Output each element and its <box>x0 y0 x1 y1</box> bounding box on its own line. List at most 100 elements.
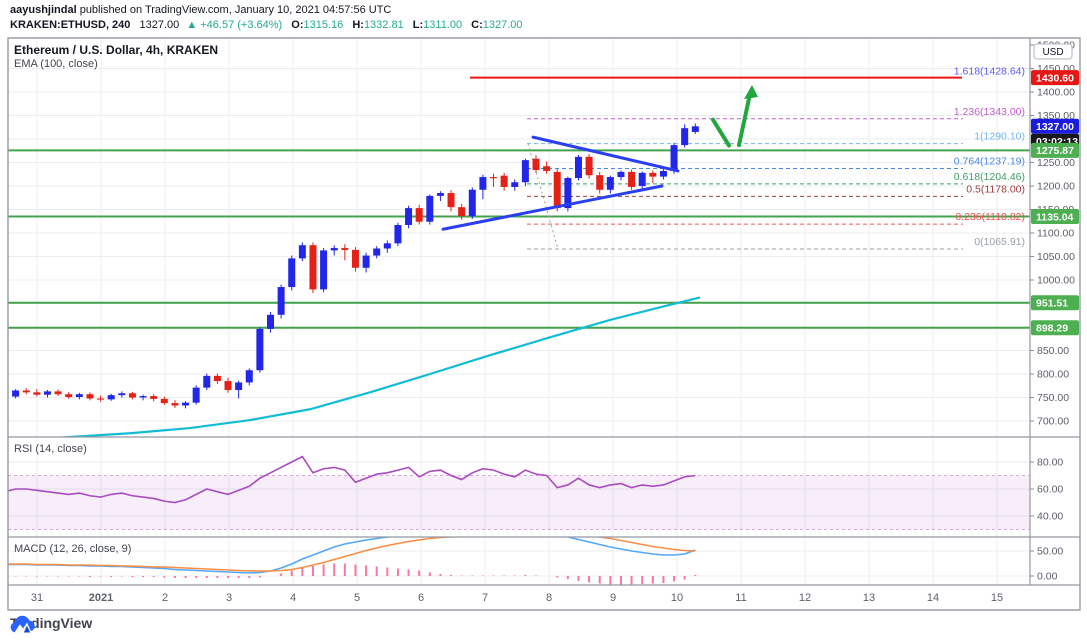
time-tick-label: 2021 <box>89 592 113 604</box>
candle-up <box>373 246 381 259</box>
time-tick-label: 5 <box>354 592 360 604</box>
rsi-band <box>8 475 1030 530</box>
candle-up <box>617 170 625 181</box>
price-tick-label: 1000.00 <box>1037 275 1075 287</box>
candle-up <box>479 174 487 200</box>
close-label: C: <box>471 19 483 31</box>
price-tick-label: 80.00 <box>1037 457 1063 469</box>
candle-up <box>277 284 285 319</box>
publish-info: published on TradingView.com, January 10… <box>76 4 392 16</box>
candle-up <box>681 124 689 148</box>
low-value: 1311.00 <box>423 19 463 31</box>
time-tick-label: 14 <box>927 592 939 604</box>
close-value: 1327.00 <box>482 19 523 31</box>
candle-down <box>65 391 73 399</box>
price-tick-label: 1100.00 <box>1037 228 1074 240</box>
candle-down <box>150 394 158 402</box>
candle-up <box>139 394 147 401</box>
candle-up <box>691 123 699 134</box>
fib-level-label: 1(1290.10) <box>974 131 1025 143</box>
fib-retracement[interactable] <box>527 118 963 250</box>
time-axis[interactable]: 31 2021 2 3 4 5 6 7 8 9 10 11 12 13 14 15 <box>31 592 1003 604</box>
macd-signal-line <box>8 537 696 572</box>
svg-text:898.29: 898.29 <box>1036 323 1068 335</box>
price-tick-label: 1050.00 <box>1037 251 1075 263</box>
candle-up <box>405 205 413 229</box>
ema-line <box>53 296 701 437</box>
time-tick-label: 3 <box>226 592 232 604</box>
candle-up <box>12 389 20 399</box>
fib-level-label: 0.764(1237.19) <box>954 156 1025 168</box>
price-change: ▲ +46.57 (+3.64%) <box>186 19 283 31</box>
low-label: L: <box>412 19 424 31</box>
candle-up <box>606 175 614 194</box>
time-tick-label: 2 <box>162 592 168 604</box>
price-tick-label: 60.00 <box>1037 484 1063 496</box>
candle-up <box>468 187 476 219</box>
candle-up <box>298 242 306 262</box>
time-tick-label: 6 <box>418 592 424 604</box>
trendline[interactable] <box>531 135 680 173</box>
candle-down <box>33 389 41 397</box>
time-tick-label: 15 <box>991 592 1003 604</box>
candle-down <box>351 247 359 272</box>
time-tick-label: 8 <box>546 592 552 604</box>
candle-down <box>128 391 136 400</box>
price-badge: 1275.87 <box>1031 142 1079 158</box>
price-tick-label: 0.00 <box>1037 571 1058 583</box>
candle-down <box>54 389 62 397</box>
fib-level-label: 1.618(1428.64) <box>954 66 1025 78</box>
macd-line <box>8 537 696 574</box>
open-label: O: <box>291 19 304 31</box>
fib-level-label: 0(1065.91) <box>974 236 1025 248</box>
candle-up <box>267 311 274 333</box>
svg-text:1430.60: 1430.60 <box>1036 72 1074 84</box>
open-value: 1315.16 <box>303 19 344 31</box>
candle-up <box>511 179 519 191</box>
price-tick-label: 1200.00 <box>1037 181 1075 193</box>
candle-up <box>330 245 338 256</box>
price-badge: 951.51 <box>1031 295 1079 311</box>
candle-up <box>383 240 391 253</box>
fib-diagonal <box>527 143 559 250</box>
last-price: 1327.00 <box>139 19 180 31</box>
price-badge: 1430.60 <box>1031 70 1079 86</box>
symbol-ohlc-line: KRAKEN:ETHUSD, 240 1327.00 ▲ +46.57 (+3.… <box>10 18 523 33</box>
time-tick-label: 7 <box>482 592 488 604</box>
candle-down <box>490 173 498 187</box>
candle-down <box>543 161 551 174</box>
candle-down <box>86 392 94 401</box>
fib-level-label: 0.5(1178.00) <box>966 183 1025 195</box>
price-axis[interactable]: 1500.001450.001400.001350.001250.001200.… <box>1030 40 1079 583</box>
candle-up <box>107 393 115 401</box>
candle-up <box>521 158 529 186</box>
price-tick-label: 750.00 <box>1037 392 1069 404</box>
tradingview-logo[interactable]: TradingView <box>10 615 92 633</box>
price-tick-label: 50.00 <box>1037 546 1063 558</box>
price-badge: 898.29 <box>1031 320 1079 336</box>
up-arrow-annotation[interactable] <box>711 84 758 148</box>
svg-text:951.51: 951.51 <box>1036 298 1068 310</box>
candle-up <box>75 392 83 400</box>
candle-up <box>426 194 434 225</box>
svg-text:1135.04: 1135.04 <box>1036 211 1074 223</box>
candle-up <box>638 171 646 189</box>
candle-down <box>585 154 593 179</box>
high-label: H: <box>352 19 364 31</box>
currency-badge[interactable]: USD <box>1033 43 1073 60</box>
candle-up <box>436 191 444 202</box>
high-value: 1332.81 <box>363 19 404 31</box>
candle-up <box>118 391 126 398</box>
price-badge: 1327.00 <box>1031 118 1079 134</box>
candle-down <box>309 242 317 294</box>
fib-level-label: 1.236(1343.00) <box>954 106 1025 118</box>
candle-down <box>628 169 636 190</box>
candle-up <box>192 385 200 405</box>
trendline[interactable] <box>441 184 664 231</box>
candle-down <box>341 244 349 261</box>
candle-up <box>574 154 582 181</box>
chart-frame <box>7 37 1081 611</box>
candle-down <box>97 395 105 402</box>
